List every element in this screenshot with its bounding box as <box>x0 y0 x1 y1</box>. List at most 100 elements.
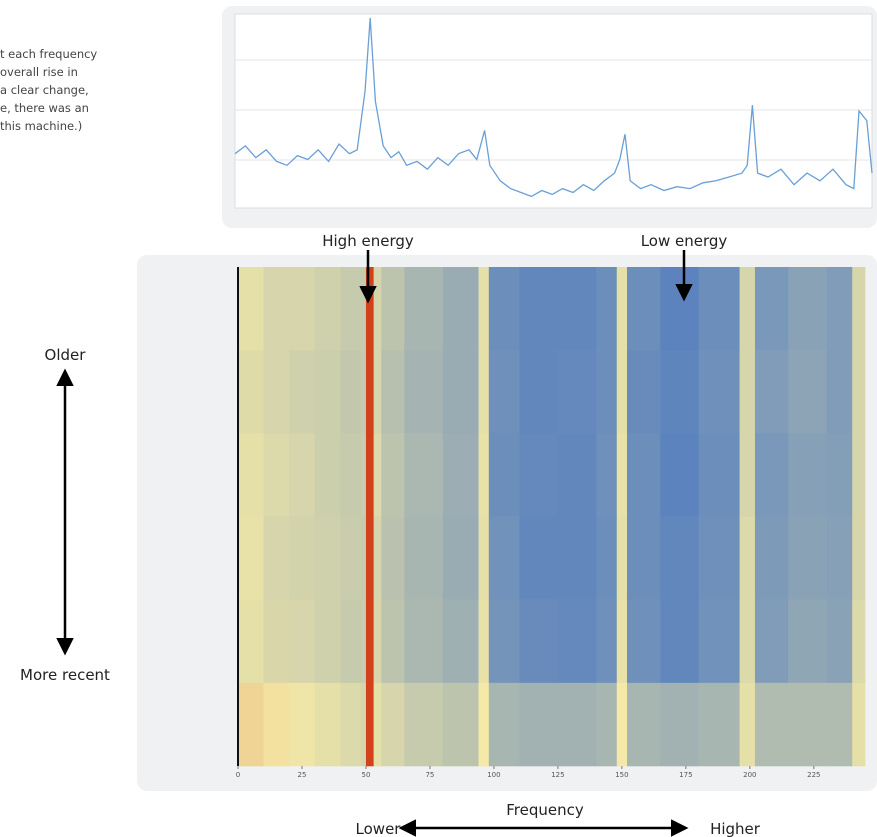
heat-cell <box>289 267 316 351</box>
heat-cell <box>519 267 559 351</box>
annotation: High energy <box>322 232 414 250</box>
heat-cell <box>488 267 520 351</box>
heat-cell <box>660 350 699 434</box>
heat-cell <box>381 516 405 600</box>
heat-cell <box>404 599 444 684</box>
heat-cell <box>852 433 866 517</box>
heat-cell <box>739 350 756 434</box>
heat-cell <box>365 433 374 517</box>
heat-cell <box>263 599 290 684</box>
heat-cell <box>238 599 264 684</box>
heat-cell <box>314 350 341 434</box>
heat-cell <box>263 682 290 767</box>
heat-cell <box>478 350 490 434</box>
heat-cell <box>360 682 367 767</box>
x-tick-label: 0 <box>236 771 240 779</box>
heat-cell <box>519 433 559 517</box>
heat-cell <box>739 682 756 767</box>
heat-cell <box>488 350 520 434</box>
annotation: More recent <box>20 666 110 684</box>
heat-cell <box>852 682 866 767</box>
heat-cell <box>442 433 479 517</box>
heat-cell <box>660 267 699 351</box>
heat-cell <box>263 516 290 600</box>
heat-cell <box>557 682 597 767</box>
plot-area <box>234 13 873 209</box>
heat-cell <box>788 267 827 351</box>
heat-cell <box>596 682 618 767</box>
heat-cell <box>626 267 661 351</box>
heat-cell <box>826 516 853 600</box>
caption: a clear change, <box>0 83 89 97</box>
heat-cell <box>478 682 490 767</box>
x-tick-label: 200 <box>743 771 756 779</box>
heat-cell <box>373 516 382 600</box>
heat-cell <box>373 350 382 434</box>
heat-cell <box>238 350 264 434</box>
heat-cell <box>289 433 316 517</box>
heat-cell <box>596 350 618 434</box>
heat-cell <box>596 267 618 351</box>
heat-cell <box>442 267 479 351</box>
heat-cell <box>626 516 661 600</box>
heat-cell <box>616 267 628 351</box>
heat-cell <box>754 433 789 517</box>
heat-cell <box>557 599 597 684</box>
heat-cell <box>788 599 827 684</box>
heat-cell <box>365 350 374 434</box>
heat-cell <box>754 516 789 600</box>
heat-cell <box>365 682 374 767</box>
heat-cell <box>365 267 374 351</box>
heat-cell <box>289 350 316 434</box>
heat-cell <box>626 599 661 684</box>
heat-cell <box>852 599 866 684</box>
heat-cell <box>478 516 490 600</box>
heat-cell <box>826 433 853 517</box>
heat-cell <box>754 682 789 767</box>
heat-cell <box>488 599 520 684</box>
heat-cell <box>739 516 756 600</box>
heat-cell <box>381 267 405 351</box>
heat-cell <box>360 267 367 351</box>
heat-cell <box>698 599 740 684</box>
heat-cell <box>442 599 479 684</box>
heat-cell <box>660 682 699 767</box>
heat-cell <box>557 516 597 600</box>
heat-cell <box>289 599 316 684</box>
heat-cell <box>263 433 290 517</box>
heat-cell <box>698 350 740 434</box>
heat-cell <box>314 516 341 600</box>
heat-cell <box>754 599 789 684</box>
heat-cell <box>519 516 559 600</box>
heat-cell <box>739 267 756 351</box>
heat-cell <box>616 350 628 434</box>
heat-cell <box>289 516 316 600</box>
x-tick-label: 25 <box>298 771 307 779</box>
heat-cell <box>373 599 382 684</box>
heat-cell <box>340 350 362 434</box>
heat-cell <box>238 267 264 351</box>
heat-cell <box>698 433 740 517</box>
x-tick-label: 125 <box>551 771 564 779</box>
x-tick-label: 50 <box>361 771 370 779</box>
heat-cell <box>263 350 290 434</box>
heat-cell <box>852 267 866 351</box>
heat-cell <box>698 516 740 600</box>
heat-cell <box>739 599 756 684</box>
heat-cell <box>404 516 444 600</box>
heat-cell <box>340 682 362 767</box>
heat-cell <box>616 599 628 684</box>
heat-cell <box>340 516 362 600</box>
caption: t each frequency <box>0 47 97 61</box>
heat-cell <box>373 267 382 351</box>
heat-cell <box>826 682 853 767</box>
heat-cell <box>826 599 853 684</box>
heat-cell <box>314 599 341 684</box>
heat-cell <box>488 682 520 767</box>
heat-cell <box>557 350 597 434</box>
heat-cell <box>365 599 374 684</box>
heat-cell <box>626 350 661 434</box>
heat-cell <box>314 682 341 767</box>
heat-cell <box>519 350 559 434</box>
heat-cell <box>238 682 264 767</box>
